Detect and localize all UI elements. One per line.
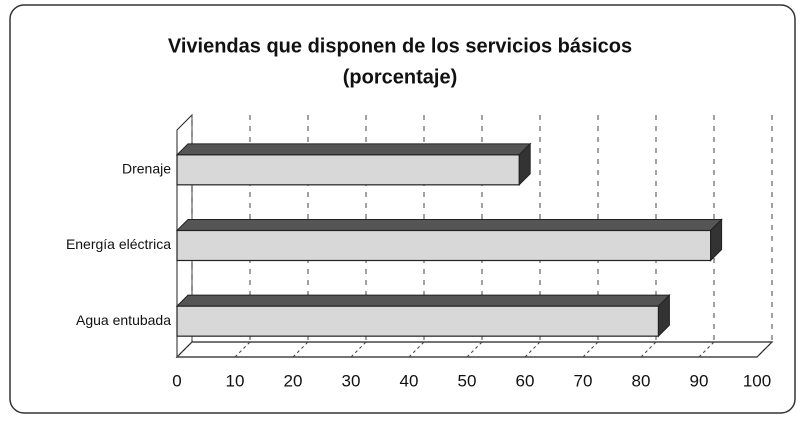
- x-tick-label: 80: [632, 371, 651, 390]
- y-tick-label: Agua entubada: [76, 312, 171, 328]
- chart-subtitle: (porcentaje): [343, 66, 457, 88]
- bar-top: [175, 219, 723, 231]
- x-tick-label: 70: [574, 371, 593, 390]
- x-tick-label: 100: [743, 371, 771, 390]
- bar: [176, 305, 659, 337]
- x-tick-label: 90: [690, 371, 709, 390]
- y-tick-label: Energía eléctrica: [66, 236, 171, 252]
- bar: [176, 229, 712, 262]
- x-tick-label: 40: [400, 371, 419, 390]
- chart-title: Viviendas que disponen de los servicios …: [168, 35, 632, 57]
- floor: [175, 341, 774, 358]
- x-tick-label: 60: [516, 371, 535, 390]
- x-tick-label: 50: [458, 371, 477, 390]
- x-tick-label: 20: [284, 371, 303, 390]
- y-tick-label: Drenaje: [122, 161, 171, 177]
- x-tick-label: 0: [172, 371, 181, 390]
- x-tick-label: 30: [342, 371, 361, 390]
- bar-top: [175, 294, 671, 307]
- bar: [176, 154, 520, 186]
- bar-top: [175, 143, 532, 156]
- x-tick-label: 10: [226, 371, 245, 390]
